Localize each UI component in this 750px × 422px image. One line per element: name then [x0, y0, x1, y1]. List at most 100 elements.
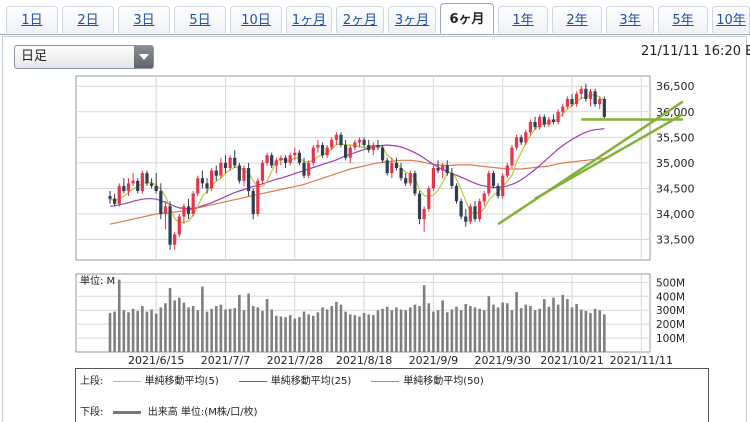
volume-bar [478, 308, 481, 352]
volume-bar [205, 311, 209, 352]
volume-bar [127, 312, 130, 352]
candle-body [454, 185, 459, 202]
candle-body [316, 145, 320, 148]
volume-bar [201, 286, 204, 352]
volume-bar [552, 297, 555, 352]
candle-body [602, 99, 606, 117]
tab-6[interactable]: 2ヶ月 [336, 6, 384, 33]
volume-bar [487, 296, 491, 352]
tab-2[interactable]: 3日 [118, 6, 170, 33]
candle-body [302, 162, 306, 176]
legend: 上段: 単純移動平均(5) 単純移動平均(25) 単純移動平均(50) 下段: 出来… [75, 368, 709, 422]
tab-11[interactable]: 3年 [606, 6, 654, 33]
volume-bar [422, 285, 426, 352]
candle-body [514, 137, 519, 148]
volume-bar [178, 297, 181, 352]
candle-body [219, 162, 223, 176]
volume-bar [584, 310, 588, 352]
volume-bar [256, 307, 260, 352]
volume-bar [589, 313, 592, 352]
candle-body [431, 168, 435, 189]
price-plot-area [75, 75, 651, 261]
volume-tick-label: 300M [656, 305, 685, 317]
candle-body [598, 99, 602, 105]
volume-bar [533, 310, 537, 352]
volume-bar [288, 315, 292, 352]
timestamp: 21/11/11 16:20 E [641, 44, 750, 59]
candle-body [413, 173, 417, 194]
tab-12[interactable]: 5年 [658, 6, 708, 33]
volume-bar [455, 306, 458, 352]
candle-body [593, 91, 597, 105]
interval-select[interactable]: 日足 [14, 45, 154, 69]
candle-body [154, 185, 158, 191]
candle-body [186, 206, 191, 214]
candle-body [293, 152, 297, 156]
volume-bar [381, 308, 384, 352]
volume-bar [339, 304, 343, 352]
candle-body [487, 173, 491, 194]
candle-body [376, 145, 380, 148]
volume-bar [510, 310, 514, 352]
candle-body [390, 162, 394, 174]
tab-9[interactable]: 1年 [498, 6, 548, 33]
candle-body [279, 157, 283, 161]
price-tick-label: 36,500 [656, 80, 695, 93]
volume-bar [131, 308, 135, 352]
candle-body [149, 183, 154, 186]
price-volume-chart: 33,500 34,000 34,500 35,000 35,500 36,000 36,5… [75, 75, 695, 367]
tab-4[interactable]: 10日 [230, 6, 282, 33]
volume-bar [579, 309, 583, 352]
candle-body [260, 162, 265, 181]
tab-3[interactable]: 5日 [174, 6, 226, 33]
candle-body [362, 139, 366, 145]
volume-bar [529, 306, 532, 352]
interval-select-value: 日足 [21, 49, 48, 64]
volume-bar [566, 299, 569, 352]
volume-tick-label: 500M [656, 277, 685, 289]
tab-0[interactable]: 1日 [6, 6, 58, 33]
candle-body [528, 122, 533, 133]
candle-body [113, 198, 117, 204]
volume-bar [413, 304, 417, 352]
candle-body [256, 180, 260, 214]
chevron-down-icon[interactable] [134, 46, 153, 68]
volume-bar [261, 310, 264, 352]
tab-5[interactable]: 1ヶ月 [286, 6, 332, 33]
tab-7[interactable]: 3ヶ月 [388, 6, 436, 33]
price-tick-label: 35,500 [656, 131, 695, 144]
volume-bar [210, 308, 213, 352]
tab-8[interactable]: 6ヶ月 [440, 3, 494, 34]
volume-tick-label: 100M [656, 333, 685, 345]
price-tick-label: 36,000 [656, 106, 695, 119]
volume-bar [515, 292, 518, 352]
tab-10[interactable]: 2年 [552, 6, 602, 33]
candle-body [182, 206, 186, 217]
legend-volume-swatch [112, 410, 141, 414]
volume-bar [492, 304, 495, 352]
candle-body [538, 116, 542, 128]
candle-body [177, 216, 181, 235]
candle-body [205, 183, 209, 189]
price-tick-label: 34,000 [656, 208, 695, 221]
volume-bar [524, 304, 528, 352]
tab-1[interactable]: 2日 [62, 6, 114, 33]
candle-body [491, 173, 496, 186]
candle-body [422, 208, 426, 220]
volume-bar [113, 311, 116, 352]
volume-bar [418, 306, 421, 352]
price-tick-label: 35,000 [656, 157, 695, 170]
legend-swatch [371, 380, 400, 382]
candle-body [131, 180, 135, 184]
legend-swatch [112, 380, 141, 382]
candle-body [274, 160, 278, 166]
volume-bar [464, 303, 468, 352]
volume-tick-label: 200M [656, 319, 685, 331]
candle-body [223, 162, 228, 168]
chart-panel [2, 36, 747, 422]
volume-bar [593, 308, 597, 352]
candle-body [565, 99, 569, 107]
volume-bar [307, 314, 310, 352]
ma5-line [109, 94, 605, 224]
volume-bar [445, 312, 449, 352]
